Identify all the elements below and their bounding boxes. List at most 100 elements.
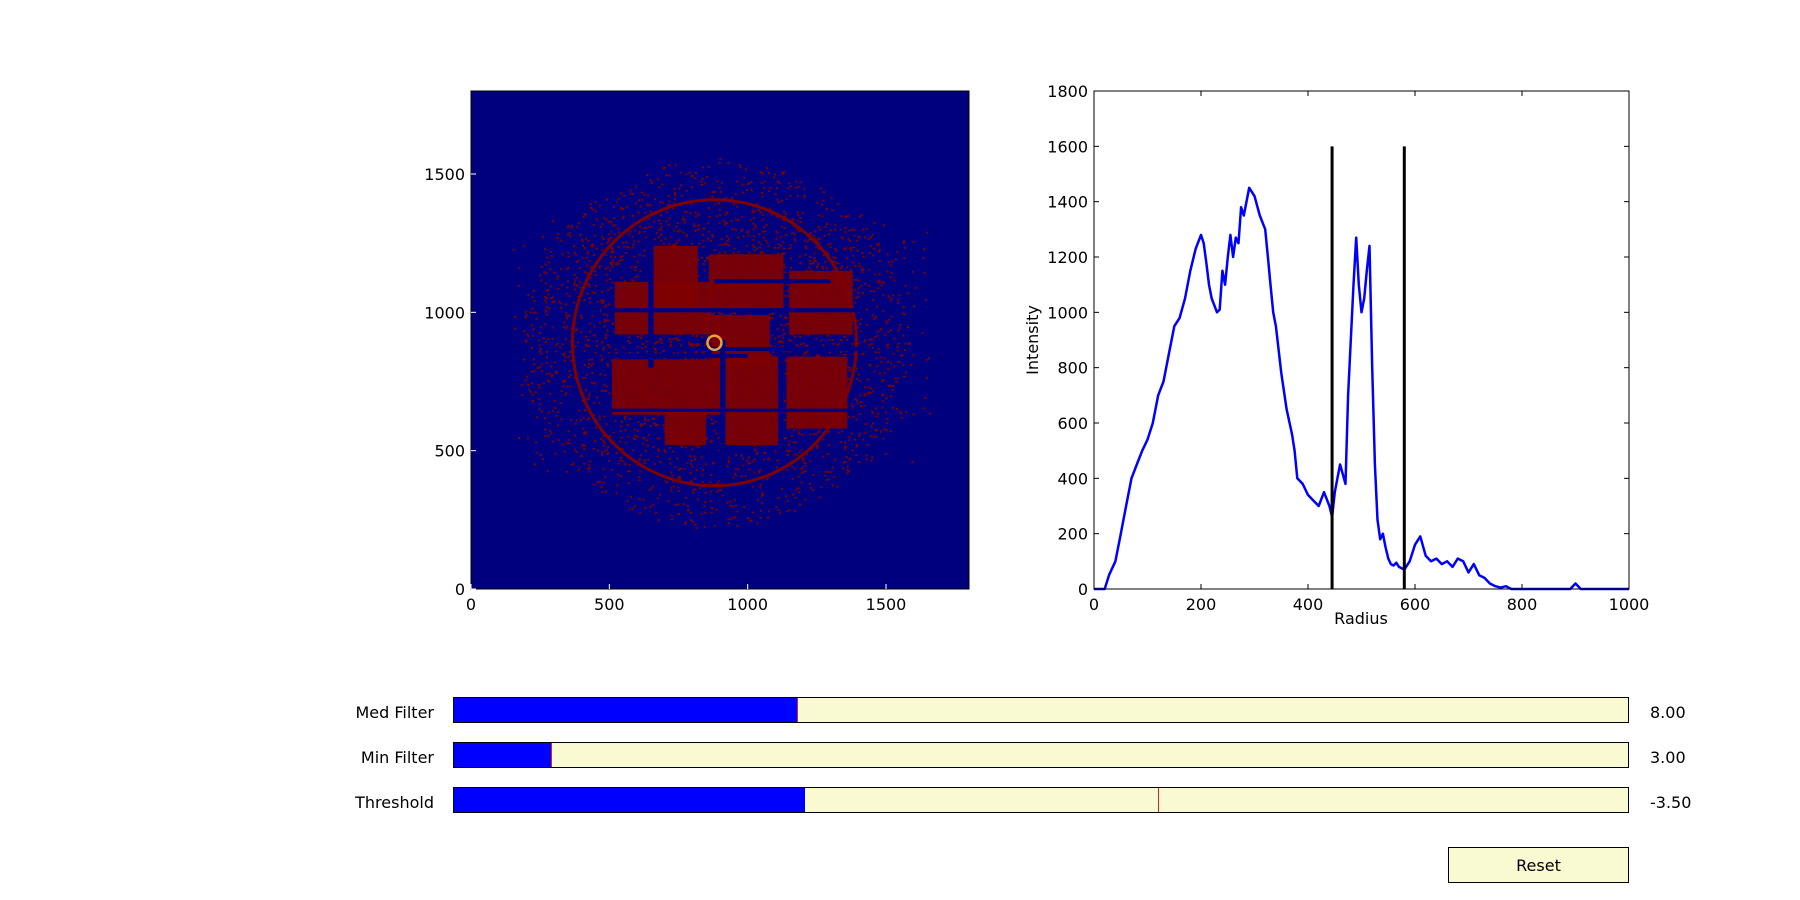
speckle xyxy=(798,451,801,454)
speckle xyxy=(822,199,825,202)
speckle xyxy=(636,261,639,263)
speckle xyxy=(700,336,703,339)
speckle xyxy=(741,228,744,231)
speckle xyxy=(858,265,861,268)
speckle xyxy=(638,459,641,462)
speckle xyxy=(783,332,786,335)
speckle xyxy=(821,215,824,218)
speckle xyxy=(799,503,802,506)
speckle xyxy=(576,225,579,228)
speckle xyxy=(544,435,547,438)
speckle xyxy=(836,344,839,347)
speckle xyxy=(795,453,798,456)
speckle xyxy=(924,397,927,399)
speckle xyxy=(712,461,715,464)
min-filter-slider[interactable] xyxy=(453,742,1629,768)
speckle xyxy=(615,262,618,265)
speckle xyxy=(801,433,804,436)
speckle xyxy=(780,487,783,490)
speckle xyxy=(602,435,605,438)
speckle xyxy=(547,293,550,296)
speckle xyxy=(753,249,756,251)
speckle xyxy=(861,353,864,355)
speckle xyxy=(671,474,674,477)
speckle xyxy=(665,220,668,223)
speckle xyxy=(603,217,606,220)
speckle xyxy=(574,288,577,291)
speckle xyxy=(868,363,871,366)
speckle xyxy=(700,512,703,515)
speckle xyxy=(525,314,528,317)
speckle xyxy=(856,401,859,404)
speckle xyxy=(877,242,880,245)
speckle xyxy=(521,394,524,397)
speckle xyxy=(694,458,697,461)
speckle xyxy=(672,229,675,232)
speckle xyxy=(575,277,578,280)
speckle xyxy=(805,247,808,250)
speckle xyxy=(660,226,663,229)
speckle xyxy=(881,380,884,383)
y-tick-label: 200 xyxy=(1057,525,1088,544)
speckle xyxy=(609,435,612,438)
speckle xyxy=(806,240,809,243)
speckle xyxy=(752,243,755,246)
speckle xyxy=(548,307,551,310)
reset-button[interactable]: Reset xyxy=(1448,847,1629,883)
speckle xyxy=(899,323,902,326)
threshold-slider[interactable] xyxy=(453,787,1629,813)
speckle xyxy=(614,256,616,259)
speckle xyxy=(809,482,811,485)
speckle xyxy=(654,348,657,351)
speckle xyxy=(697,213,700,216)
speckle xyxy=(856,378,859,380)
speckle xyxy=(669,462,672,465)
speckle xyxy=(804,464,807,467)
speckle xyxy=(756,522,759,525)
speckle xyxy=(756,203,759,205)
speckle xyxy=(766,167,769,170)
speckle xyxy=(826,223,828,225)
speckle xyxy=(704,343,707,346)
speckle xyxy=(922,407,925,410)
center-marker[interactable] xyxy=(706,334,723,352)
radial-profile-chart[interactable]: 0 200 400 600 800 1000 0200400600800100012001… xyxy=(1023,82,1649,628)
speckle xyxy=(547,411,550,414)
speckle xyxy=(625,241,628,244)
speckle xyxy=(831,209,834,212)
med-filter-slider[interactable] xyxy=(453,697,1629,723)
speckle xyxy=(801,466,804,469)
speckle xyxy=(818,429,821,432)
speckle xyxy=(557,233,560,235)
speckle xyxy=(636,435,639,438)
slider-initial-marker xyxy=(1158,788,1160,812)
speckle xyxy=(540,352,543,355)
speckle xyxy=(633,428,636,431)
speckle xyxy=(638,458,641,461)
speckle xyxy=(609,278,612,280)
speckle xyxy=(849,240,852,242)
speckle xyxy=(634,505,637,508)
speckle xyxy=(788,509,791,512)
speckle xyxy=(649,425,652,428)
image-frame xyxy=(470,90,970,590)
speckle xyxy=(808,266,811,269)
speckle xyxy=(534,311,537,314)
speckle xyxy=(789,185,792,188)
speckle xyxy=(602,444,605,447)
speckle xyxy=(794,336,797,339)
speckle xyxy=(867,238,870,240)
speckle xyxy=(660,214,662,217)
speckle xyxy=(769,207,772,210)
speckle xyxy=(885,397,888,400)
speckle xyxy=(582,377,584,380)
speckle xyxy=(583,364,586,367)
y-tick-label: 1000 xyxy=(1047,303,1088,322)
speckle xyxy=(603,383,606,386)
speckle xyxy=(530,324,533,327)
speckle xyxy=(567,442,570,445)
speckle xyxy=(691,186,694,188)
speckle xyxy=(595,345,598,348)
speckle xyxy=(703,505,706,508)
